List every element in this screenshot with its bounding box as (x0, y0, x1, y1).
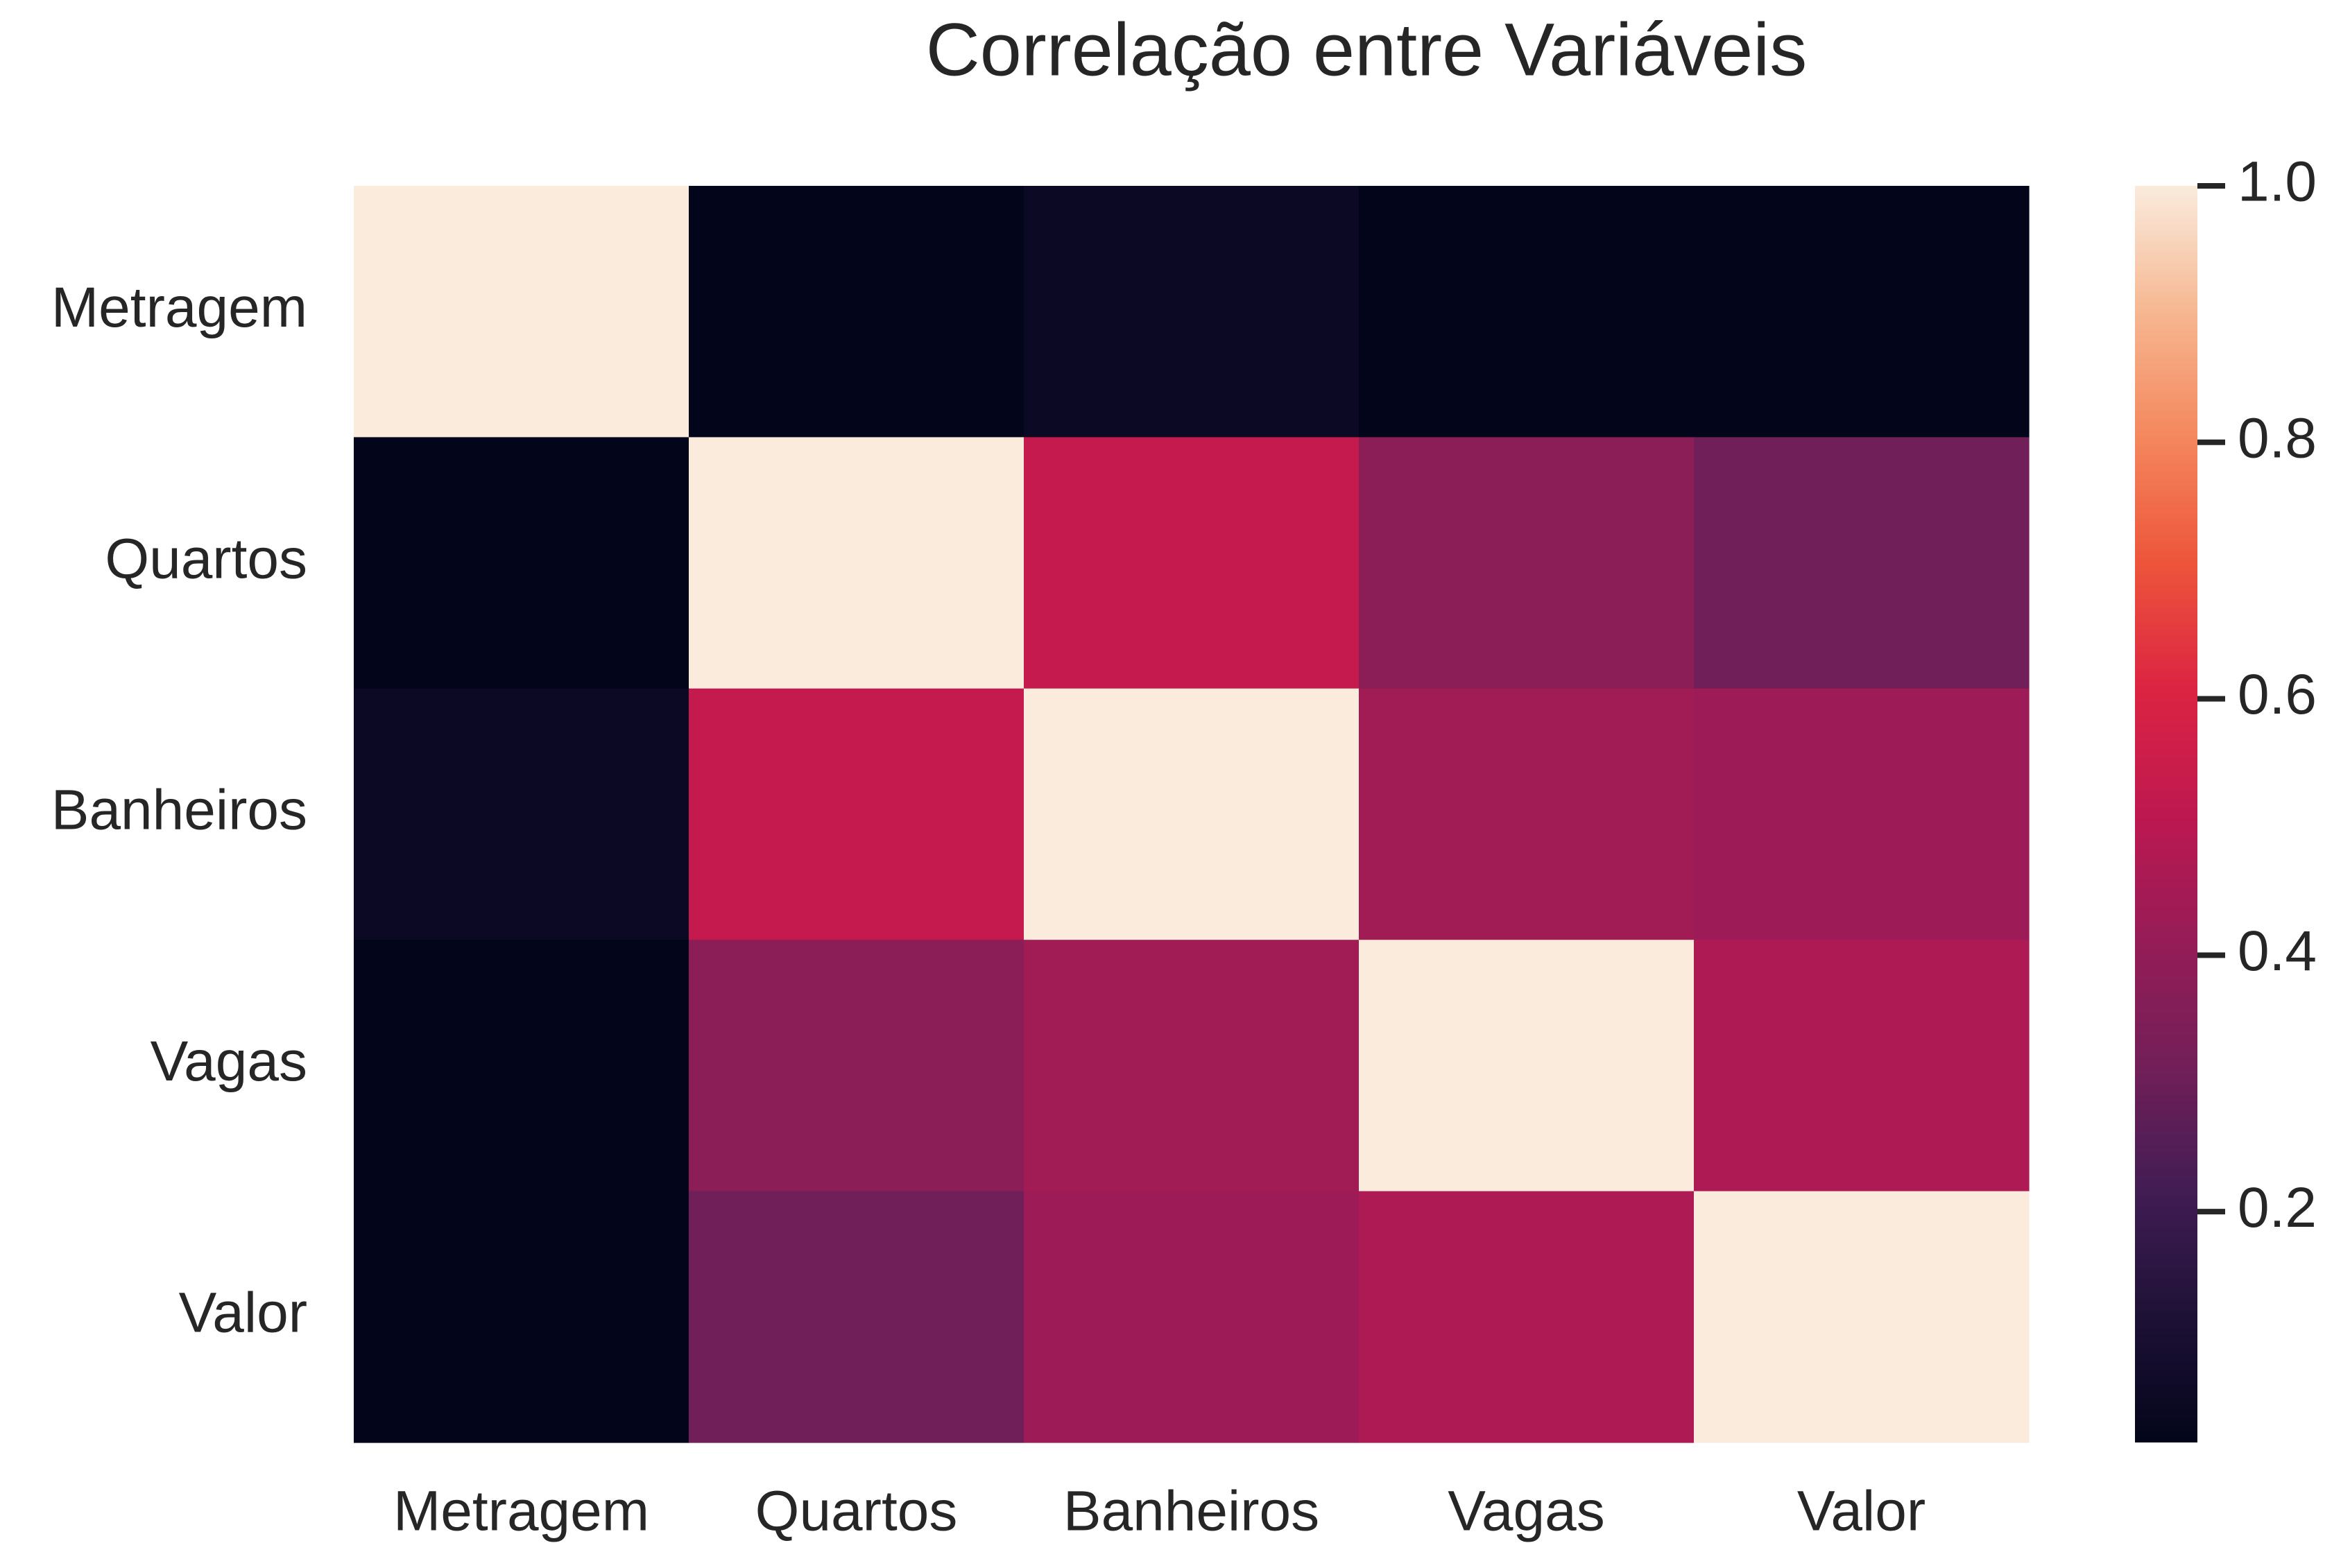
colorbar-ticks: 0.2 0.4 0.6 0.8 1.0 (2197, 150, 2317, 1239)
heatmap-cell (1024, 1191, 1360, 1443)
colorbar-tick-label: 0.4 (2238, 920, 2317, 983)
x-tick-label: Banheiros (1063, 1480, 1319, 1543)
colorbar-gradient (2135, 186, 2197, 1442)
heatmap-cell (689, 688, 1024, 940)
heatmap-cell (1359, 688, 1695, 940)
heatmap-cell (354, 940, 689, 1192)
heatmap-cell (354, 688, 689, 940)
x-tick-label: Quartos (755, 1480, 958, 1543)
heatmap-cell (1024, 940, 1360, 1192)
y-tick-label: Metragem (51, 276, 307, 339)
heatmap-cell (1359, 1191, 1695, 1443)
colorbar-tick-label: 0.8 (2238, 406, 2317, 469)
colorbar-tick-label: 0.6 (2238, 663, 2317, 726)
colorbar: 0.2 0.4 0.6 0.8 1.0 (2135, 150, 2317, 1442)
heatmap-cell (1694, 688, 2030, 940)
heatmap-cell (354, 437, 689, 689)
heatmap-cell (1024, 688, 1360, 940)
heatmap-cell (1359, 437, 1695, 689)
heatmap-cell (689, 1191, 1024, 1443)
y-tick-label: Quartos (105, 527, 307, 590)
y-axis-labels: Metragem Quartos Banheiros Vagas Valor (51, 276, 307, 1345)
heatmap-cell (1359, 940, 1695, 1192)
x-tick-label: Metragem (393, 1480, 649, 1543)
colorbar-tick-label: 1.0 (2238, 150, 2317, 214)
y-tick-label: Valor (179, 1281, 307, 1344)
heatmap-cell (1694, 940, 2030, 1192)
y-tick-label: Vagas (151, 1030, 307, 1093)
heatmap-cell (1359, 186, 1695, 438)
heatmap-cell (354, 1191, 689, 1443)
heatmap-cell (1694, 1191, 2030, 1443)
colorbar-tick-label: 0.2 (2238, 1176, 2317, 1239)
x-axis-labels: Metragem Quartos Banheiros Vagas Valor (393, 1480, 1926, 1543)
heatmap-cell (1024, 437, 1360, 689)
chart-title: Correlação entre Variáveis (926, 8, 1808, 92)
y-tick-label: Banheiros (51, 779, 307, 842)
heatmap-cell (1694, 437, 2030, 689)
heatmap-cell (689, 186, 1024, 438)
heatmap-cell (1694, 186, 2030, 438)
heatmap-cell (1024, 186, 1360, 438)
x-tick-label: Vagas (1448, 1480, 1604, 1543)
x-tick-label: Valor (1797, 1480, 1926, 1543)
heatmap-cell (689, 940, 1024, 1192)
heatmap-cell (354, 186, 689, 438)
heatmap-cell (689, 437, 1024, 689)
heatmap-cells (354, 186, 2030, 1443)
